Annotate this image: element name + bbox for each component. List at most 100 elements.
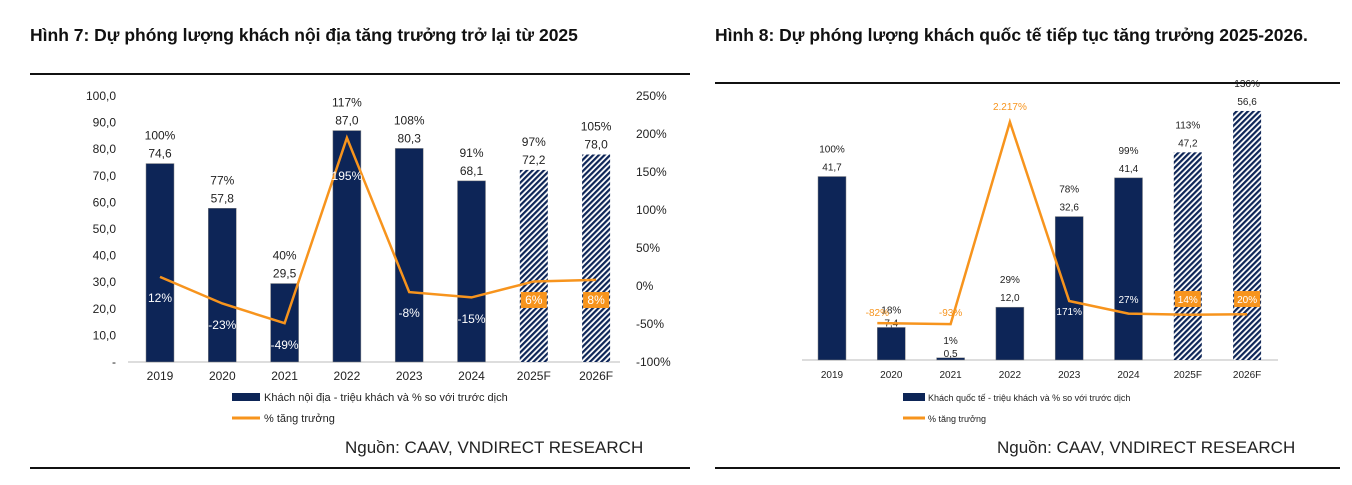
x-tick-label: 2020	[209, 369, 236, 383]
divider	[715, 467, 1340, 469]
bar-value-label: 80,3	[398, 131, 422, 145]
y-tick-label: -	[112, 355, 116, 369]
bar-pct-label: 40%	[273, 249, 297, 263]
y2-tick-label: 150%	[636, 165, 667, 179]
growth-label: 8%	[587, 293, 605, 307]
bar-pct-label: 105%	[581, 120, 612, 134]
bar-2022	[995, 306, 1025, 361]
bar-value-label: 78,0	[584, 138, 608, 152]
divider	[715, 82, 1340, 84]
bar-value-label: 32,6	[1059, 203, 1079, 214]
bar-value-label: 87,0	[335, 114, 359, 128]
bar-pct-label: 117%	[332, 96, 362, 110]
y2-tick-label: -50%	[636, 317, 664, 331]
legend-line-label: % tăng trưởng	[264, 413, 335, 425]
growth-line	[159, 134, 597, 325]
bar-pct-label: 78%	[1059, 185, 1079, 196]
bar-value-label: 41,4	[1119, 164, 1139, 175]
bar-pct-label: 18%	[881, 305, 901, 316]
x-tick-label: 2026F	[579, 369, 613, 383]
x-tick-label: 2019	[147, 369, 174, 383]
bar-2026F	[1233, 110, 1262, 361]
bar-value-label: 74,6	[148, 147, 172, 161]
bar-2019	[145, 163, 175, 363]
bar-2024	[1114, 177, 1143, 361]
growth-label: 20%	[1237, 295, 1257, 306]
bar-pct-label: 77%	[210, 173, 234, 187]
y-tick-label: 50,0	[93, 222, 117, 236]
growth-label: 2.217%	[993, 102, 1027, 113]
bar-pct-label: 100%	[819, 145, 845, 156]
x-tick-label: 2026F	[1233, 370, 1261, 381]
legend-line-label: % tăng trưởng	[928, 414, 986, 424]
bar-value-label: 56,6	[1237, 97, 1257, 108]
growth-label: -82%	[866, 308, 889, 319]
growth-label: 6%	[525, 293, 543, 307]
growth-label: 171%	[1056, 307, 1082, 318]
y-tick-label: 20,0	[93, 302, 117, 316]
chart2-title: Hình 8: Dự phóng lượng khách quốc tế tiế…	[715, 25, 1308, 45]
growth-label-box	[520, 292, 547, 308]
x-tick-label: 2021	[939, 370, 962, 381]
growth-label: -93%	[939, 308, 962, 319]
growth-label: -8%	[399, 306, 421, 320]
growth-label: -23%	[208, 318, 236, 332]
bar-pct-label: 100%	[145, 129, 176, 143]
bar-pct-label: 113%	[1175, 120, 1200, 131]
y-tick-label: 40,0	[93, 249, 117, 263]
growth-label: -49%	[271, 338, 299, 352]
divider	[30, 73, 690, 75]
bar-pct-label: 91%	[459, 146, 483, 160]
y-tick-label: 80,0	[93, 142, 117, 156]
bar-2020	[877, 327, 906, 361]
bar-2025F	[519, 169, 548, 362]
chart2-source: Nguồn: CAAV, VNDIRECT RESEARCH	[997, 438, 1296, 457]
bar-pct-label: 97%	[522, 135, 546, 149]
chart1-title: Hình 7: Dự phóng lượng khách nội địa tăn…	[30, 25, 578, 45]
x-tick-label: 2025F	[1174, 370, 1202, 381]
bar-2023	[394, 148, 424, 363]
growth-label-box	[1174, 291, 1201, 307]
bar-2025F	[1173, 152, 1202, 360]
bar-value-label: 72,2	[522, 153, 546, 167]
legend-bar-swatch	[232, 393, 260, 401]
x-tick-label: 2022	[334, 369, 361, 383]
bar-value-label: 12,0	[1000, 293, 1020, 304]
y2-tick-label: 0%	[636, 279, 654, 293]
x-tick-label: 2025F	[517, 369, 551, 383]
y-tick-label: 60,0	[93, 195, 117, 209]
bar-2023	[1054, 216, 1084, 361]
bar-value-label: 47,2	[1178, 138, 1198, 149]
bar-pct-label: 108%	[394, 113, 425, 127]
legend-bar-label: Khách nội địa - triệu khách và % so với …	[264, 392, 508, 404]
y2-tick-label: 100%	[636, 203, 667, 217]
y-tick-label: 70,0	[93, 169, 117, 183]
bar-value-label: 0,5	[944, 349, 958, 360]
bar-pct-label: 99%	[1118, 146, 1138, 157]
y2-tick-label: 50%	[636, 241, 660, 255]
growth-label: 12%	[148, 291, 172, 305]
y-tick-label: 10,0	[93, 328, 117, 342]
y-tick-label: 30,0	[93, 275, 117, 289]
x-tick-label: 2021	[271, 369, 298, 383]
legend-bar-swatch	[903, 393, 925, 401]
growth-label: 14%	[1178, 295, 1198, 306]
divider	[30, 467, 690, 469]
bar-2026F	[582, 154, 611, 362]
growth-label-box	[583, 292, 610, 308]
growth-line	[877, 117, 1248, 326]
bar-2019	[817, 176, 847, 361]
growth-label: -15%	[457, 312, 485, 326]
x-tick-label: 2019	[821, 370, 844, 381]
x-tick-label: 2022	[999, 370, 1022, 381]
bar-pct-label: 29%	[1000, 275, 1020, 286]
x-tick-label: 2024	[1117, 370, 1140, 381]
x-tick-label: 2024	[458, 369, 485, 383]
y2-tick-label: 250%	[636, 89, 667, 103]
bar-2021	[936, 357, 965, 361]
growth-label: 27%	[1118, 295, 1138, 306]
bar-value-label: 68,1	[460, 164, 484, 178]
y2-tick-label: -100%	[636, 355, 671, 369]
bar-value-label: 41,7	[822, 163, 842, 174]
bar-pct-label: 136%	[1234, 79, 1260, 90]
